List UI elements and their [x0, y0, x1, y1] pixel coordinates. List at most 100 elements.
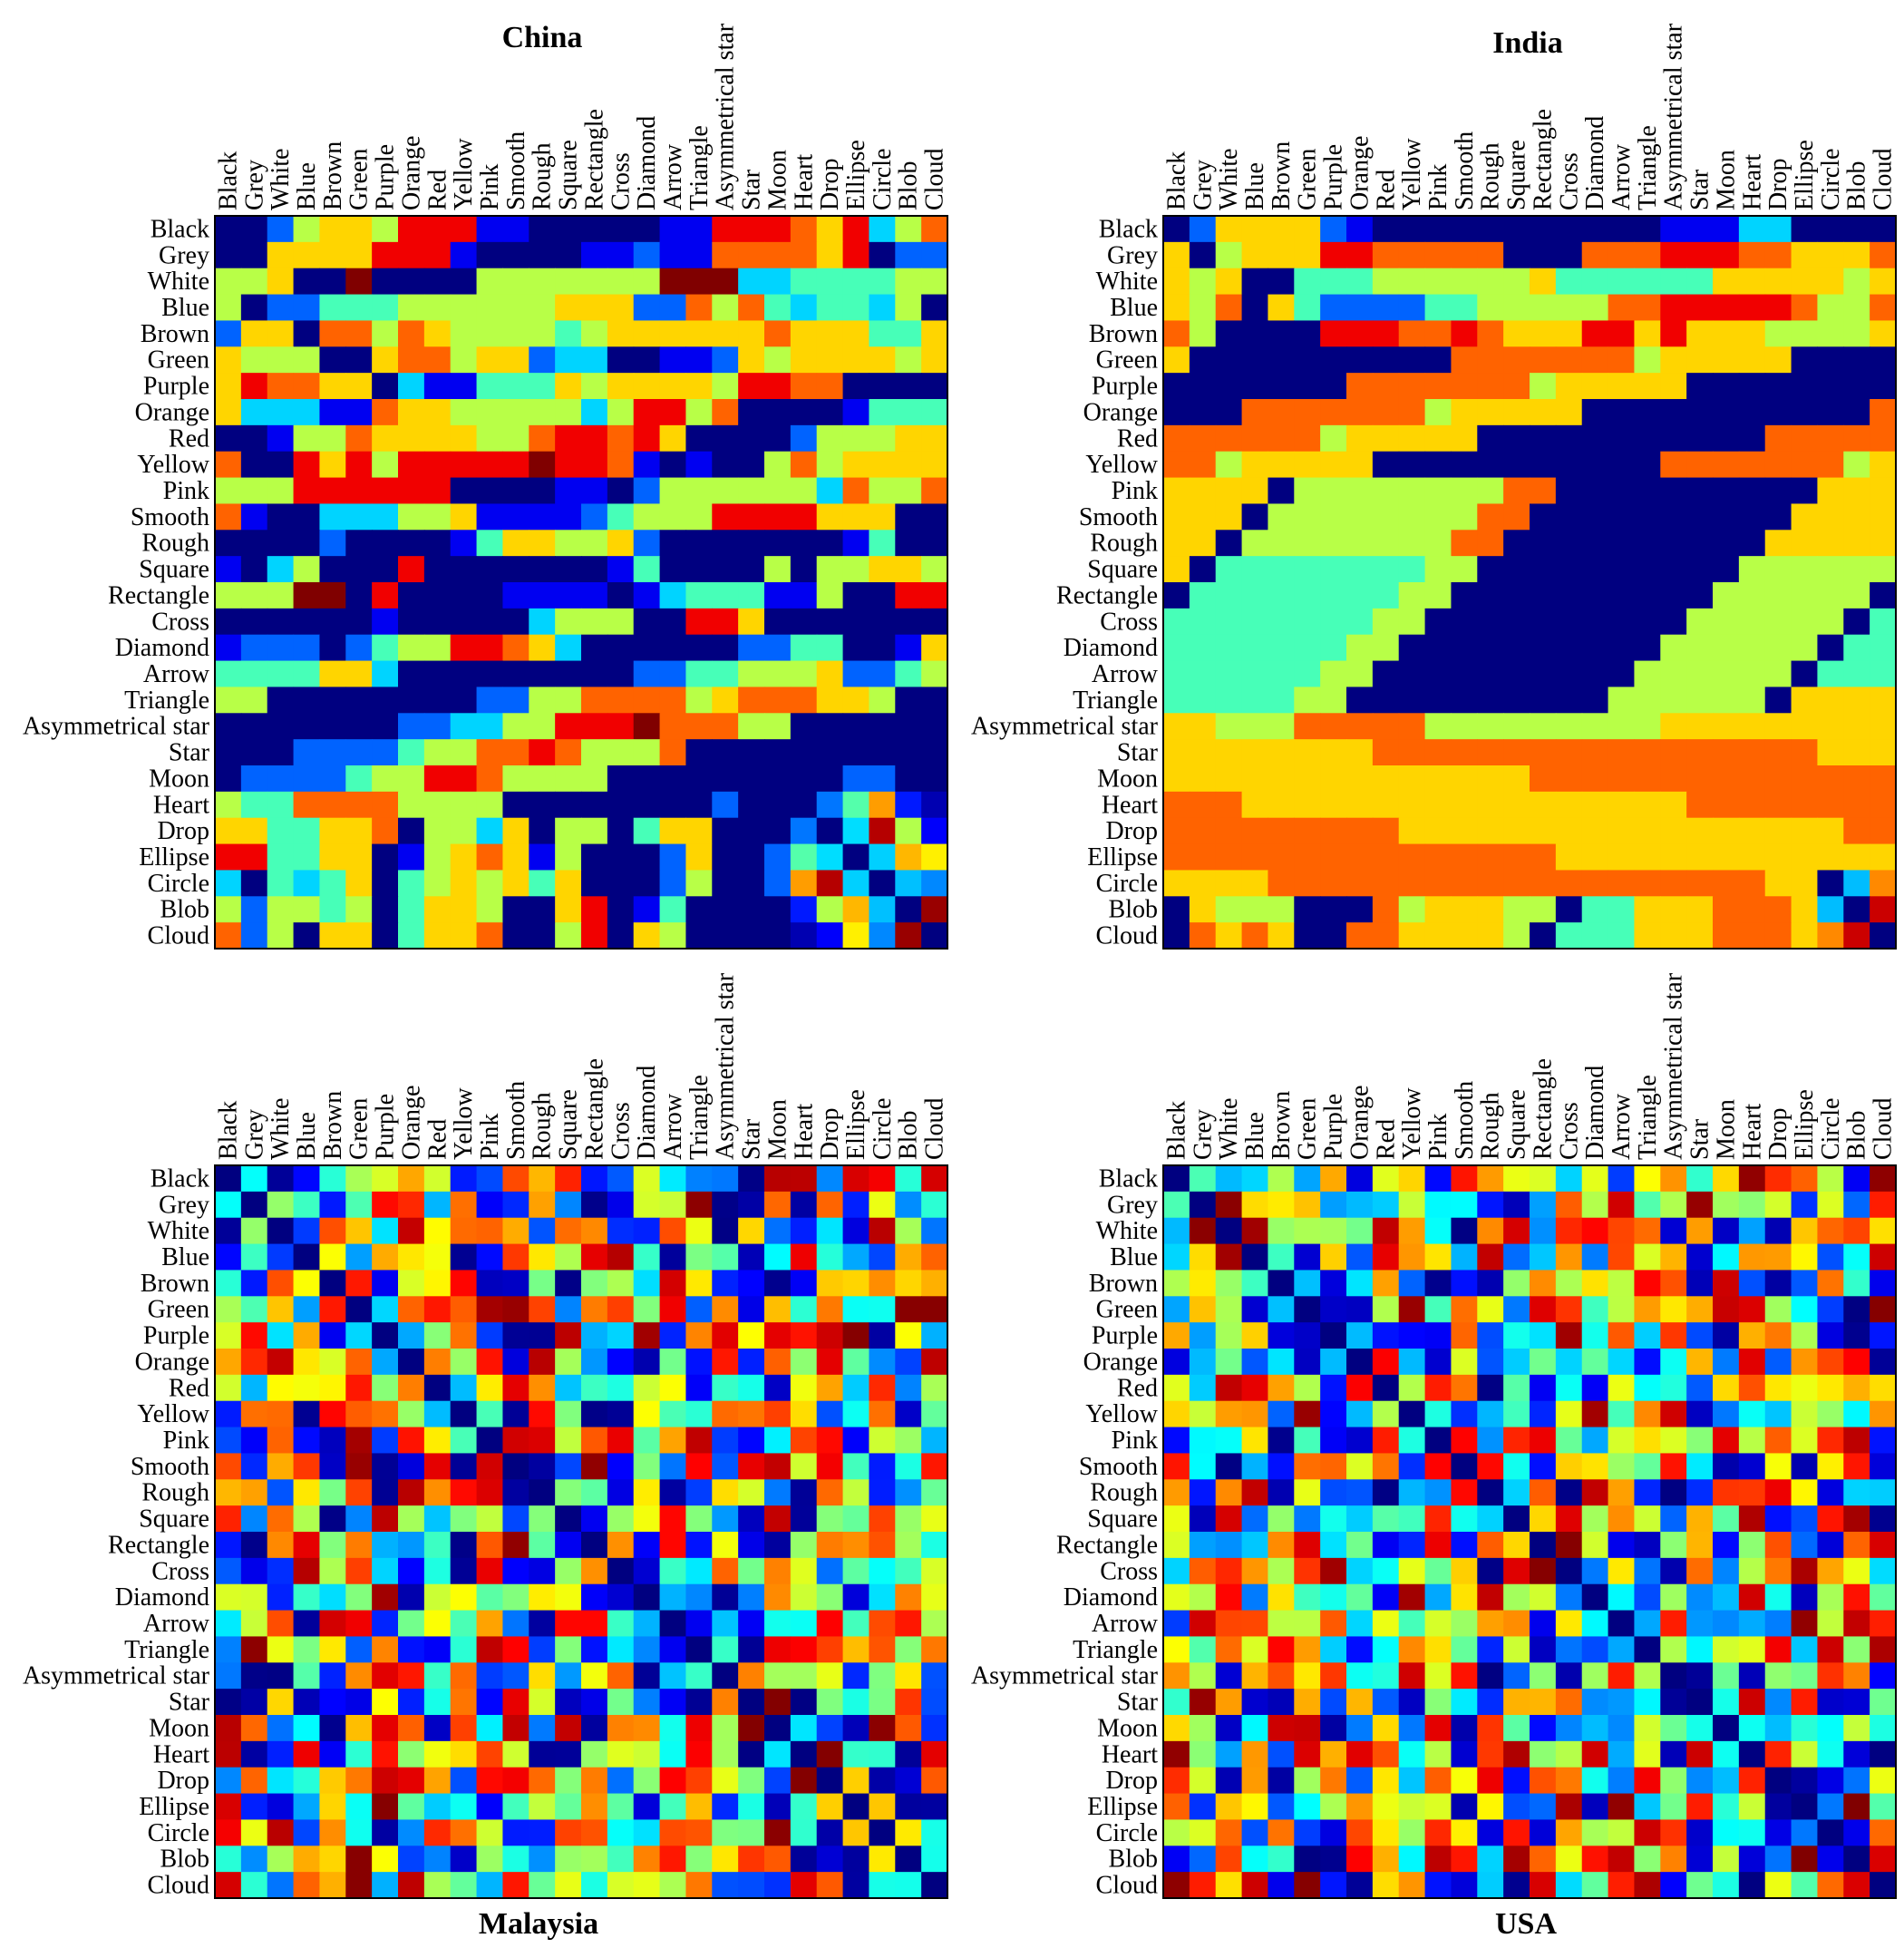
heatmap-cell [1686, 1662, 1714, 1690]
heatmap-cell [842, 530, 870, 557]
heatmap-cell [1817, 1636, 1844, 1663]
column-tick-label: Yellow [1398, 1087, 1426, 1160]
heatmap-cell [372, 739, 399, 766]
heatmap-cell [1215, 1374, 1243, 1402]
heatmap-cell [712, 739, 739, 766]
row-tick-label: Red [169, 424, 209, 453]
heatmap-cell [450, 1453, 478, 1480]
heatmap-cell [921, 1505, 948, 1533]
heatmap-cell [1294, 1740, 1321, 1768]
heatmap-cell [1398, 1296, 1426, 1323]
heatmap-cell [607, 503, 635, 531]
heatmap-cell [1320, 1165, 1347, 1193]
heatmap-cell [1189, 1793, 1217, 1821]
heatmap-cell [319, 241, 346, 269]
heatmap-cell [502, 424, 529, 453]
heatmap-cell [1320, 1715, 1347, 1742]
heatmap-cell [1451, 687, 1478, 714]
heatmap-cell [398, 241, 425, 269]
heatmap-cell [1320, 241, 1347, 269]
heatmap-cell [319, 1819, 346, 1846]
column-tick-label: Green [1294, 1098, 1322, 1160]
heatmap-cell [712, 477, 739, 505]
heatmap-cell [1581, 1453, 1609, 1480]
heatmap-cell [1634, 1715, 1661, 1742]
heatmap-cell [293, 1740, 321, 1768]
heatmap-cell [240, 1740, 268, 1768]
heatmap-cell [502, 503, 529, 531]
heatmap-cell [450, 1583, 478, 1612]
heatmap-cell [555, 922, 582, 950]
heatmap-cell [712, 294, 739, 322]
heatmap-cell [1555, 1322, 1583, 1349]
heatmap-cell [1268, 1532, 1295, 1559]
heatmap-cell [1294, 582, 1321, 609]
heatmap-cell [895, 739, 922, 766]
heatmap-cell [555, 346, 582, 374]
heatmap-cell [869, 1453, 896, 1480]
heatmap-cell [1530, 1296, 1557, 1323]
heatmap-cell [581, 1715, 608, 1742]
heatmap-cell [1320, 922, 1347, 950]
heatmap-cell [319, 1400, 346, 1428]
heatmap-cell [1294, 1557, 1321, 1585]
heatmap-cell [529, 1217, 556, 1245]
heatmap-cell [267, 1689, 295, 1716]
heatmap-cell [240, 1165, 268, 1193]
heatmap-cell [1424, 1636, 1452, 1663]
heatmap-cell [1634, 373, 1661, 400]
heatmap-cell [1294, 503, 1321, 531]
heatmap-border [1162, 1164, 1897, 1899]
heatmap-cell [293, 870, 321, 897]
heatmap-cell [581, 922, 608, 950]
heatmap-cell [423, 1322, 452, 1349]
heatmap-cell [423, 1532, 452, 1559]
heatmap-cell [607, 1270, 635, 1297]
heatmap-cell [842, 1191, 870, 1219]
heatmap-cell [240, 1322, 268, 1349]
heatmap-cell [659, 1583, 687, 1612]
heatmap-cell [1530, 817, 1557, 845]
heatmap-cell [1372, 1715, 1400, 1742]
heatmap-cell [1843, 1793, 1870, 1821]
heatmap-cell [659, 1374, 687, 1402]
heatmap-cell [476, 1427, 504, 1455]
heatmap-cell [764, 477, 792, 505]
heatmap-cell [816, 1400, 844, 1428]
heatmap-cell [1608, 582, 1636, 609]
heatmap-cell [921, 320, 948, 347]
heatmap-cell [816, 1819, 844, 1846]
heatmap-cell [659, 1427, 687, 1455]
heatmap-cell [1660, 765, 1687, 793]
row-tick-label: Yellow [137, 1400, 209, 1428]
heatmap-cell [1320, 216, 1347, 243]
heatmap-cell [1870, 530, 1897, 557]
heatmap-cell [1346, 817, 1374, 845]
heatmap-cell [1608, 896, 1636, 923]
heatmap-cell [1346, 1793, 1374, 1821]
heatmap-cell [1346, 556, 1374, 583]
heatmap-cell [1764, 294, 1792, 322]
heatmap-cell [1686, 739, 1714, 766]
heatmap-cell [1346, 1217, 1374, 1245]
row-tick-label: Diamond [115, 1583, 209, 1612]
heatmap-cell [816, 713, 844, 740]
heatmap-cell [1346, 424, 1374, 453]
heatmap-cell [1660, 1400, 1687, 1428]
heatmap-cell [1215, 424, 1243, 453]
heatmap-cell [921, 634, 948, 662]
heatmap-cell [1163, 1479, 1190, 1506]
heatmap-cell [1581, 1583, 1609, 1612]
heatmap-cell [685, 660, 713, 688]
column-tick-label: White [1215, 149, 1243, 210]
column-tick-label: Asymmetrical star [712, 23, 740, 210]
heatmap-cell [1451, 1322, 1478, 1349]
heatmap-cell [921, 1819, 948, 1846]
heatmap-cell [555, 791, 582, 819]
heatmap-cell [1738, 739, 1766, 766]
heatmap-cell [1870, 1296, 1897, 1323]
heatmap-cell [240, 1349, 268, 1376]
heatmap-cell [1398, 1217, 1426, 1245]
column-tick-label: Yellow [450, 138, 478, 210]
heatmap-cell [816, 530, 844, 557]
